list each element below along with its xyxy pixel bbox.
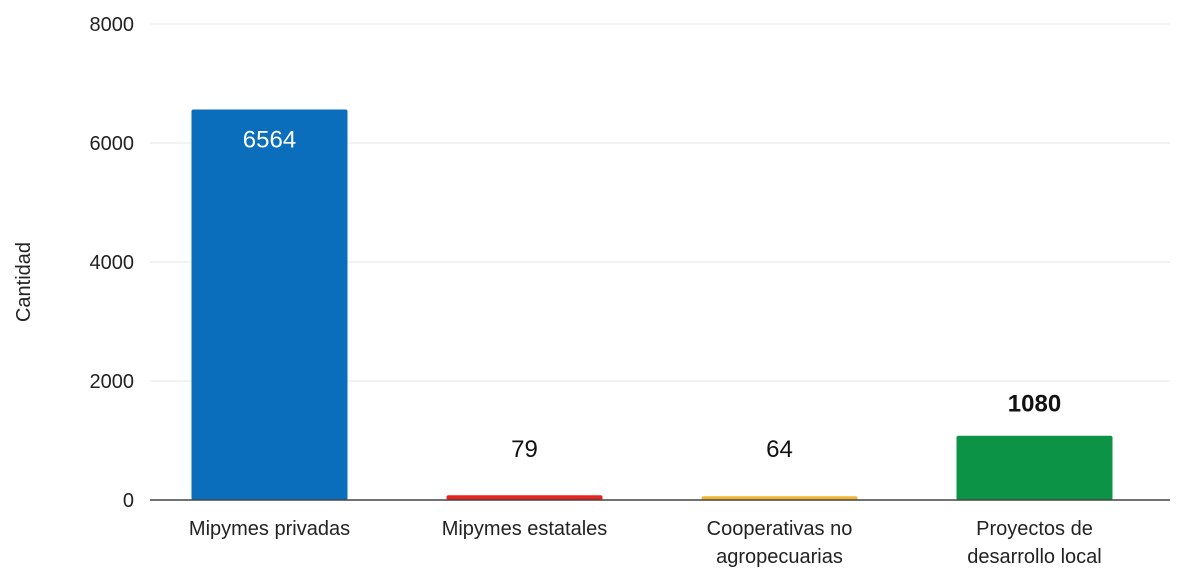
data-label: 64	[766, 436, 793, 463]
x-category-label: Mipymes estatales	[442, 518, 608, 540]
bar	[446, 495, 603, 500]
y-axis-ticks: 0 2000 4000 6000 8000	[90, 14, 135, 512]
bar	[701, 496, 858, 500]
data-label: 6564	[243, 126, 296, 153]
data-labels: 6564 79 64 1080	[243, 126, 1061, 463]
bars	[191, 109, 1113, 500]
bar	[956, 435, 1113, 500]
x-axis-categories: Mipymes privadas Mipymes estatales Coopera…	[189, 518, 1102, 568]
data-label: 79	[511, 436, 538, 463]
y-axis-label: Cantidad	[13, 242, 35, 322]
y-tick-label: 4000	[90, 252, 135, 274]
data-label: 1080	[1008, 391, 1061, 418]
y-tick-label: 8000	[90, 14, 135, 36]
bar	[191, 109, 348, 500]
y-tick-label: 2000	[90, 371, 135, 393]
y-tick-label: 0	[123, 490, 134, 512]
x-category-label: Proyectos de desarrollo local	[967, 518, 1102, 568]
y-tick-label: 6000	[90, 133, 135, 155]
x-category-label: Mipymes privadas	[189, 518, 350, 540]
x-category-label: Cooperativas no agropecuarias	[707, 518, 853, 568]
